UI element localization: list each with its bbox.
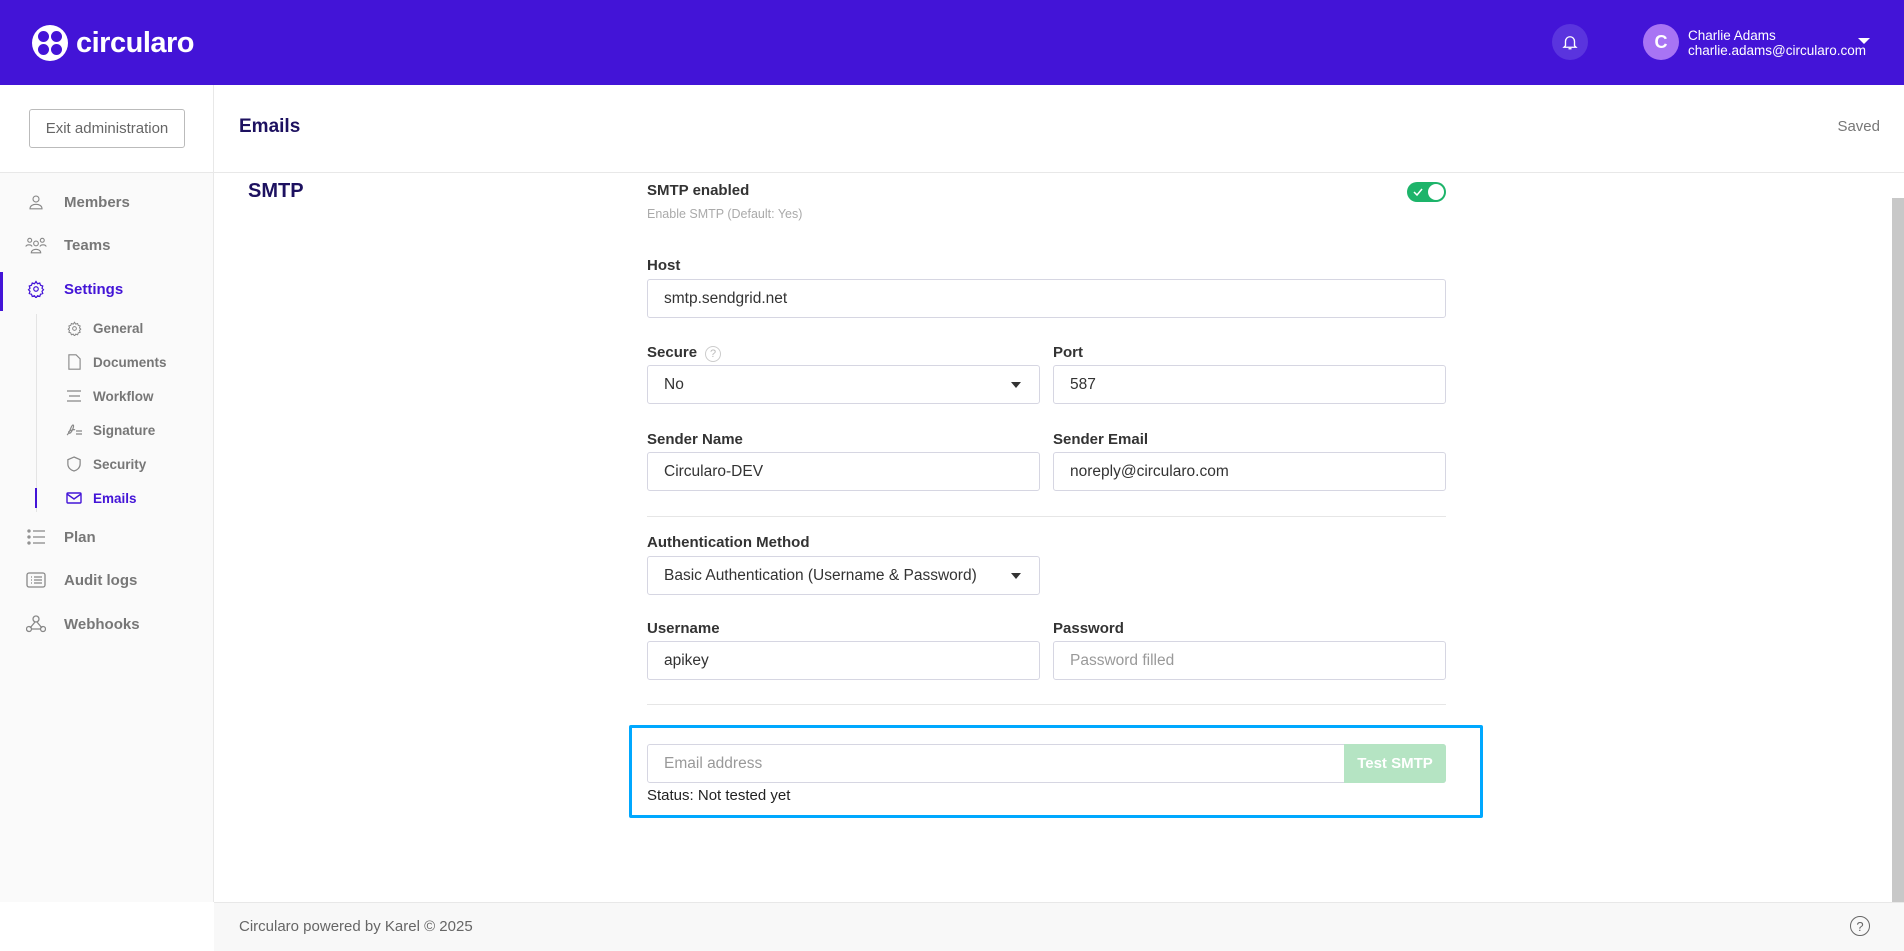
auth-method-select[interactable]: Basic Authentication (Username & Passwor… [647,556,1040,595]
port-input[interactable]: 587 [1053,365,1446,404]
sidebar-item-label: General [93,320,144,336]
sidebar-item-label: Settings [64,280,124,298]
sidebar-item-label: Webhooks [64,615,140,633]
sidebar-item-label: Signature [93,422,156,438]
test-status: Status: Not tested yet [647,787,791,804]
secure-label: Secure? [647,344,722,362]
test-smtp-button[interactable]: Test SMTP [1344,744,1446,783]
sidebar-item-label: Audit logs [64,571,138,589]
auth-method-label: Authentication Method [647,534,810,551]
page-title: Emails [239,116,301,137]
test-smtp-highlight [629,725,1483,818]
sidebar-item-label: Teams [64,236,111,254]
active-sub-indicator [35,488,37,508]
secure-label-text: Secure [647,344,698,361]
help-icon[interactable]: ? [1850,916,1870,936]
sidebar-item-settings[interactable]: Settings [25,278,123,300]
gear-icon [25,278,47,300]
avatar[interactable]: C [1643,24,1679,60]
password-label: Password [1053,620,1124,637]
sender-name-label: Sender Name [647,431,743,448]
user-icon [25,191,47,213]
save-status: Saved [1837,118,1880,135]
section-title: SMTP [248,180,304,202]
submenu-line [36,314,37,512]
active-indicator [0,272,3,311]
sidebar-item-members[interactable]: Members [25,191,130,213]
auth-method-value: Basic Authentication (Username & Passwor… [664,566,977,584]
sidebar-subitem-general[interactable]: General [65,319,143,337]
caret-down-icon [1011,382,1021,388]
brand-name: circularo [76,26,195,59]
exit-administration-button[interactable]: Exit administration [29,109,185,148]
divider [647,516,1446,517]
bell-icon [1562,36,1578,50]
port-label: Port [1053,344,1083,361]
username-input[interactable]: apikey [647,641,1040,680]
users-icon [25,234,47,256]
document-icon [65,353,83,371]
sidebar-item-label: Emails [93,490,137,506]
sidebar-item-teams[interactable]: Teams [25,234,110,256]
scrollbar[interactable] [1892,198,1904,902]
user-email: charlie.adams@circularo.com [1688,43,1867,58]
top-header [0,0,1904,85]
sidebar-item-label: Documents [93,354,167,370]
user-menu[interactable]: Charlie Adams charlie.adams@circularo.co… [1688,28,1866,58]
sidebar-item-label: Security [93,456,147,472]
host-input[interactable]: smtp.sendgrid.net [647,279,1446,318]
signature-icon [65,421,83,439]
test-email-input[interactable]: Email address [647,744,1446,783]
secure-select[interactable]: No [647,365,1040,404]
gear-icon [65,319,83,337]
sidebar-item-label: Plan [64,528,96,546]
workflow-icon [65,387,83,405]
password-input[interactable]: Password filled [1053,641,1446,680]
logo[interactable]: circularo [32,25,195,61]
username-label: Username [647,620,720,637]
caret-down-icon [1011,573,1021,579]
webhook-icon [25,613,47,635]
user-name: Charlie Adams [1688,28,1776,43]
sidebar-item-label: Workflow [93,388,154,404]
help-icon[interactable]: ? [705,346,722,362]
notifications-button[interactable] [1552,24,1588,60]
sidebar-subitem-security[interactable]: Security [65,455,146,473]
mail-icon [65,489,83,507]
sidebar-item-plan[interactable]: Plan [25,526,96,548]
chevron-down-icon[interactable] [1858,38,1870,44]
secure-value: No [664,375,684,393]
smtp-enabled-toggle[interactable] [1407,182,1446,202]
footer [214,902,1904,951]
logo-icon [32,25,68,61]
check-icon [1413,188,1423,197]
log-icon [25,569,47,591]
sidebar-subitem-signature[interactable]: Signature [65,421,155,439]
host-label: Host [647,257,681,274]
sidebar-subitem-documents[interactable]: Documents [65,353,167,371]
sender-email-label: Sender Email [1053,431,1149,448]
list-icon [25,526,47,548]
sidebar-item-audit-logs[interactable]: Audit logs [25,569,137,591]
divider [647,704,1446,705]
sidebar-item-webhooks[interactable]: Webhooks [25,613,140,635]
sidebar-subitem-emails[interactable]: Emails [65,489,137,507]
sidebar-item-label: Members [64,193,130,211]
page-header [214,85,1904,173]
shield-icon [65,455,83,473]
smtp-enabled-help: Enable SMTP (Default: Yes) [647,207,803,221]
sender-email-input[interactable]: noreply@circularo.com [1053,452,1446,491]
smtp-enabled-label: SMTP enabled [647,182,750,199]
sidebar-subitem-workflow[interactable]: Workflow [65,387,154,405]
sender-name-input[interactable]: Circularo-DEV [647,452,1040,491]
footer-text: Circularo powered by Karel © 2025 [239,918,473,935]
